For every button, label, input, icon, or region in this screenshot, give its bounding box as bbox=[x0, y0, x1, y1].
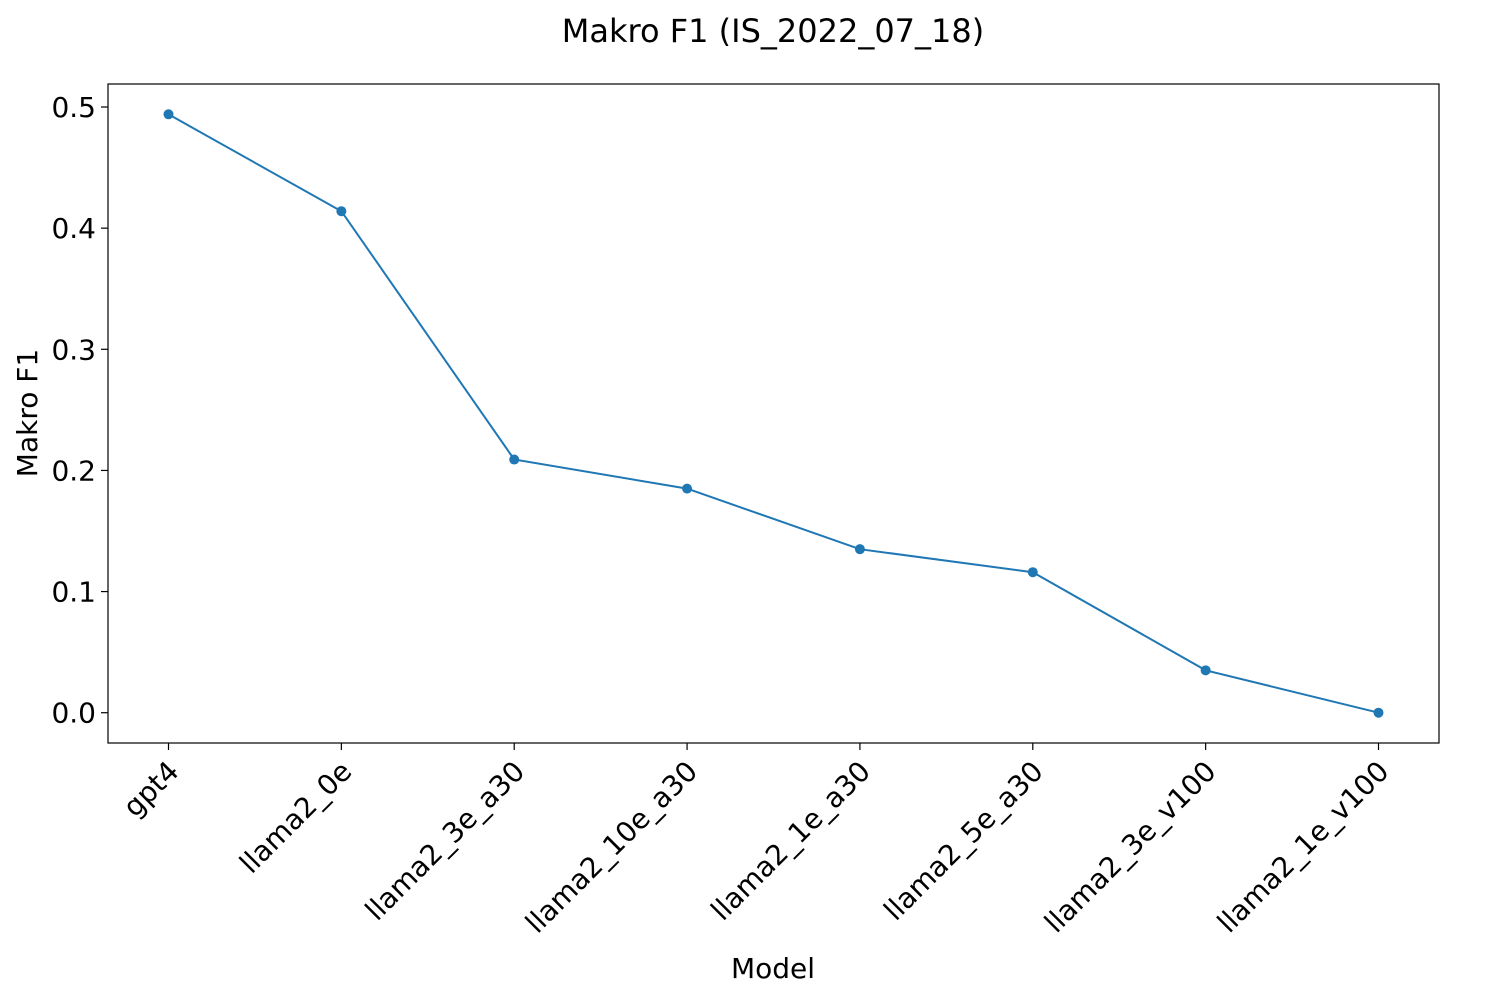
chart-title: Makro F1 (IS_2022_07_18) bbox=[562, 12, 984, 50]
x-tick-label: llama2_3e_v100 bbox=[1038, 755, 1223, 940]
plot-frame bbox=[107, 83, 1440, 744]
x-axis-label: Model bbox=[731, 952, 815, 985]
data-point bbox=[854, 544, 865, 555]
y-tick-label: 0.5 bbox=[51, 91, 96, 124]
data-point bbox=[163, 109, 174, 120]
y-axis-label: Makro F1 bbox=[11, 349, 44, 477]
data-point bbox=[1373, 707, 1384, 718]
x-tick-label: llama2_1e_v100 bbox=[1211, 755, 1396, 940]
y-tick-label: 0.1 bbox=[51, 576, 96, 609]
x-tick-label: llama2_10e_a30 bbox=[519, 755, 704, 940]
x-tick-label: llama2_5e_a30 bbox=[877, 755, 1049, 927]
x-tick-label: gpt4 bbox=[117, 755, 186, 824]
y-tick-label: 0.3 bbox=[51, 333, 96, 366]
data-point bbox=[509, 454, 520, 465]
data-point bbox=[682, 483, 693, 494]
y-tick-label: 0.0 bbox=[51, 697, 96, 730]
x-tick-label: llama2_3e_a30 bbox=[359, 755, 531, 927]
data-point bbox=[1027, 567, 1038, 578]
x-tick-label: llama2_0e bbox=[233, 755, 358, 880]
data-point bbox=[336, 206, 347, 217]
y-tick-label: 0.2 bbox=[51, 454, 96, 487]
data-point bbox=[1200, 665, 1211, 676]
x-tick-label: llama2_1e_a30 bbox=[704, 755, 876, 927]
y-tick-label: 0.4 bbox=[51, 212, 96, 245]
series-line bbox=[168, 113, 1379, 714]
